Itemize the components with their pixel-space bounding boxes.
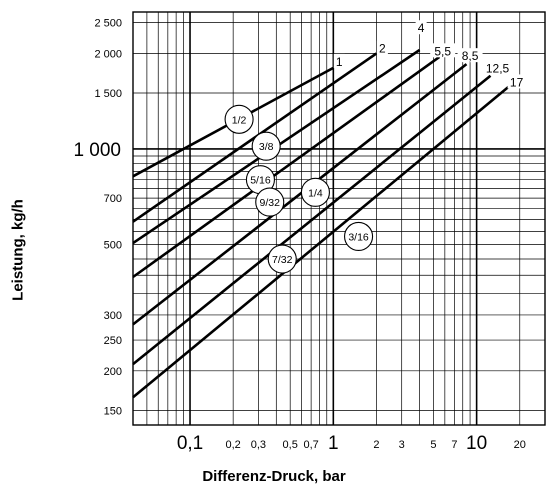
annotation-label: 3/8 bbox=[259, 141, 274, 153]
y-tick-label: 500 bbox=[104, 239, 122, 251]
series-label-bg bbox=[430, 43, 456, 58]
tick-labels: 0,1 0,2 0,3 0,5 0,7 1 2 3 5 7 10 20 150 200 250 300 500 7… bbox=[73, 18, 525, 454]
y-axis-label: Leistung, kg/h bbox=[9, 199, 27, 301]
annotation-circle bbox=[344, 221, 374, 252]
y-tick-label: 2 500 bbox=[94, 18, 122, 30]
series-label-bg bbox=[507, 74, 526, 89]
x-tick-label: 0,7 bbox=[303, 439, 318, 451]
series-label-bg bbox=[481, 60, 514, 75]
annotation-circle bbox=[224, 104, 254, 134]
series-label-1: 1 bbox=[336, 55, 343, 69]
plot-frame bbox=[132, 11, 546, 426]
y-tick-label: 1 500 bbox=[94, 88, 122, 100]
annotation-label: 5/16 bbox=[250, 175, 271, 187]
series-line-5,5 bbox=[132, 55, 441, 279]
annotation-circle bbox=[300, 177, 330, 207]
annotation-circle bbox=[255, 187, 285, 217]
x-tick-label: 0,1 bbox=[177, 433, 203, 454]
y-tick-label: 1 000 bbox=[73, 140, 121, 161]
annotations: 1 2 4 5,5 8,5 12,517 1/2 3/8 5/16 9/32 1/4 7/32 3/16 bbox=[224, 20, 526, 274]
x-tick-label: 3 bbox=[399, 439, 405, 451]
annotation-label: 3/16 bbox=[348, 231, 369, 243]
series-label-17: 17 bbox=[510, 75, 524, 89]
y-axis-label-wrap: Leistung, kg/h bbox=[6, 100, 30, 400]
series-line-17 bbox=[132, 84, 511, 399]
y-tick-label: 150 bbox=[104, 405, 122, 417]
annotation-label: 1/2 bbox=[232, 114, 247, 126]
y-tick-label: 700 bbox=[104, 193, 122, 205]
x-axis-label: Differenz-Druck, bar bbox=[202, 468, 346, 485]
y-tick-label: 250 bbox=[104, 335, 122, 347]
x-tick-label: 7 bbox=[451, 439, 457, 451]
series-label-2: 2 bbox=[379, 42, 386, 56]
series-label-bg bbox=[376, 40, 388, 55]
series-label-4: 4 bbox=[418, 21, 425, 35]
series-label-bg bbox=[457, 48, 483, 63]
y-tick-label: 200 bbox=[104, 366, 122, 378]
annotation-label: 7/32 bbox=[272, 254, 293, 266]
series-line-8,5 bbox=[132, 63, 468, 326]
x-tick-label: 1 bbox=[328, 433, 339, 454]
x-tick-label: 2 bbox=[373, 439, 379, 451]
series-label-bg bbox=[415, 20, 427, 35]
series-label-8,5: 8,5 bbox=[462, 49, 479, 63]
series-label-12,5: 12,5 bbox=[486, 62, 510, 76]
x-tick-label: 0,5 bbox=[283, 439, 298, 451]
x-tick-label: 20 bbox=[514, 439, 526, 451]
series-label-bg bbox=[333, 53, 345, 68]
series-label-5,5: 5,5 bbox=[434, 44, 451, 58]
y-tick-label: 300 bbox=[104, 310, 122, 322]
annotation-label: 9/32 bbox=[260, 197, 281, 209]
y-tick-label: 2 000 bbox=[94, 48, 122, 60]
x-tick-label: 0,2 bbox=[226, 439, 241, 451]
annotation-circle bbox=[267, 244, 297, 274]
annotation-label: 1/4 bbox=[308, 187, 323, 199]
series-line-12,5 bbox=[132, 74, 492, 366]
annotation-circle bbox=[251, 131, 281, 161]
x-tick-label: 5 bbox=[430, 439, 436, 451]
x-tick-label: 0,3 bbox=[251, 439, 266, 451]
x-tick-label: 10 bbox=[466, 433, 487, 454]
